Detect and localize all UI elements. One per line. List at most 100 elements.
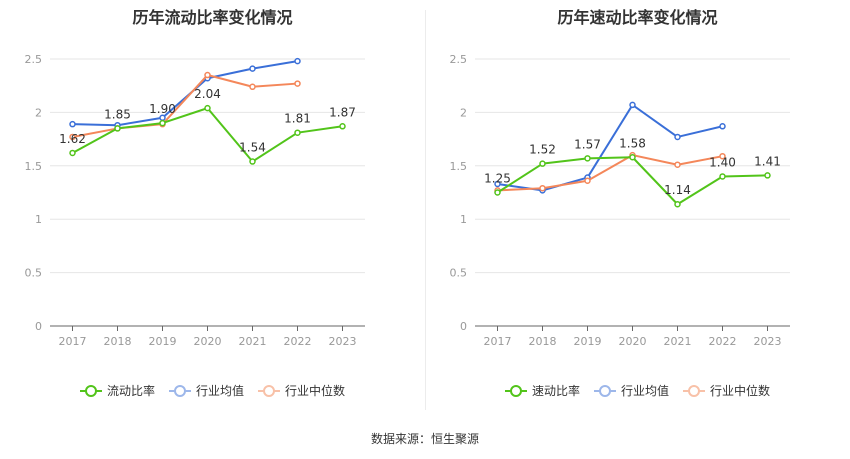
- x-tick-label: 2021: [239, 335, 267, 348]
- data-point: [204, 71, 211, 79]
- x-tick-label: 2020: [194, 335, 222, 348]
- data-point: [249, 65, 256, 72]
- chart-legend: 速动比率 行业均值 行业中位数: [425, 382, 850, 399]
- data-point: [719, 152, 726, 160]
- data-point: [69, 133, 76, 141]
- y-tick-label: 2.5: [450, 53, 468, 66]
- current-ratio-chart: 历年流动比率变化情况 0 0.5 1 1.5 2 2.5 2017 2018 2019 2020 2…: [0, 0, 425, 420]
- x-tick-label: 2018: [104, 335, 132, 348]
- data-point: [204, 104, 211, 112]
- y-tick-label: 0.5: [25, 267, 43, 280]
- data-point: [719, 123, 726, 130]
- data-point: [764, 172, 771, 179]
- data-point: [339, 123, 346, 130]
- x-tick-label: 2019: [574, 335, 602, 348]
- y-tick-label: 1.5: [25, 160, 43, 173]
- data-point: [249, 158, 256, 165]
- y-tick-label: 1: [35, 213, 42, 226]
- legend-line-icon: [593, 384, 616, 397]
- data-point: [249, 83, 256, 91]
- data-point: [539, 184, 546, 192]
- y-tick-label: 1.5: [450, 160, 468, 173]
- data-point: [159, 119, 166, 127]
- data-point: [719, 173, 726, 180]
- data-point: [674, 161, 681, 168]
- data-point: [629, 101, 636, 109]
- x-tick-label: 2018: [529, 335, 557, 348]
- x-tick-label: 2021: [664, 335, 692, 348]
- series-line: [497, 154, 723, 192]
- data-label: 1.54: [239, 141, 266, 155]
- chart-title: 历年流动比率变化情况: [132, 8, 293, 27]
- data-label: 1.58: [619, 136, 646, 150]
- y-tick-label: 0: [460, 320, 467, 333]
- legend-item-quick-ratio[interactable]: 速动比率: [504, 382, 580, 399]
- x-tick-label: 2017: [484, 335, 512, 348]
- x-tick-label: 2017: [59, 335, 87, 348]
- data-point: [584, 177, 591, 185]
- legend-line-icon: [168, 384, 191, 397]
- data-point: [69, 120, 76, 128]
- data-label: 1.41: [754, 154, 781, 168]
- y-tick-label: 2: [460, 106, 467, 119]
- legend-label: 行业均值: [620, 384, 669, 398]
- legend-label: 速动比率: [531, 384, 580, 398]
- data-point: [294, 129, 301, 136]
- y-tick-label: 2: [35, 106, 42, 119]
- data-point: [674, 133, 681, 141]
- data-point: [114, 125, 121, 132]
- y-tick-label: 1: [460, 213, 467, 226]
- legend-item-industry-median[interactable]: 行业中位数: [258, 382, 345, 399]
- data-point: [674, 200, 681, 208]
- data-label: 1.85: [104, 107, 131, 121]
- data-label: 1.81: [284, 112, 311, 126]
- x-tick-label: 2019: [149, 335, 177, 348]
- chart-legend: 流动比率 行业均值 行业中位数: [0, 382, 425, 399]
- quick-ratio-chart: 历年速动比率变化情况 0 0.5 1 1.5 2 2.5 2017 2018 2019 2020 2…: [425, 0, 850, 420]
- data-label: 1.87: [329, 105, 356, 119]
- y-tick-label: 0.5: [450, 267, 468, 280]
- legend-line-icon: [504, 384, 527, 397]
- data-point: [494, 189, 501, 196]
- data-label: 1.90: [149, 102, 176, 116]
- x-tick-label: 2023: [329, 335, 357, 348]
- legend-label: 流动比率: [106, 384, 155, 398]
- series-line: [72, 74, 298, 138]
- data-point: [294, 57, 301, 65]
- data-label: 1.57: [574, 137, 601, 151]
- legend-item-industry-median[interactable]: 行业中位数: [683, 382, 770, 399]
- x-tick-label: 2022: [709, 335, 737, 348]
- data-label: 1.52: [529, 143, 556, 157]
- data-label: 1.40: [709, 155, 736, 169]
- y-tick-label: 2.5: [25, 53, 43, 66]
- data-label: 1.25: [484, 172, 511, 186]
- data-point: [494, 180, 501, 188]
- legend-label: 行业中位数: [285, 384, 346, 398]
- data-label: 1.14: [664, 183, 691, 197]
- legend-line-icon: [79, 384, 102, 397]
- legend-line-icon: [683, 384, 705, 397]
- legend-line-icon: [258, 384, 280, 397]
- data-label: 2.04: [194, 87, 221, 101]
- series-line: [72, 60, 298, 127]
- legend-label: 行业中位数: [710, 384, 771, 398]
- data-point: [629, 154, 636, 161]
- data-source-note: 数据来源：恒生聚源: [370, 432, 479, 446]
- legend-label: 行业均值: [195, 384, 244, 398]
- data-label: 1.62: [59, 132, 86, 146]
- data-point: [584, 155, 591, 162]
- current-ratio-plot: 0 0.5 1 1.5 2 2.5 2017 2018 2019 2020 2021 2022 2023…: [25, 53, 365, 348]
- legend-item-industry-average[interactable]: 行业均值: [168, 382, 244, 399]
- y-tick-label: 0: [35, 320, 42, 333]
- x-tick-label: 2023: [754, 335, 782, 348]
- x-tick-label: 2022: [284, 335, 312, 348]
- data-point: [294, 80, 301, 87]
- chart-title: 历年速动比率变化情况: [557, 8, 718, 27]
- data-point: [539, 160, 546, 167]
- panel-divider: [425, 10, 426, 410]
- data-point: [69, 149, 76, 157]
- x-tick-label: 2020: [619, 335, 647, 348]
- legend-item-industry-average[interactable]: 行业均值: [593, 382, 669, 399]
- legend-item-current-ratio[interactable]: 流动比率: [79, 382, 155, 399]
